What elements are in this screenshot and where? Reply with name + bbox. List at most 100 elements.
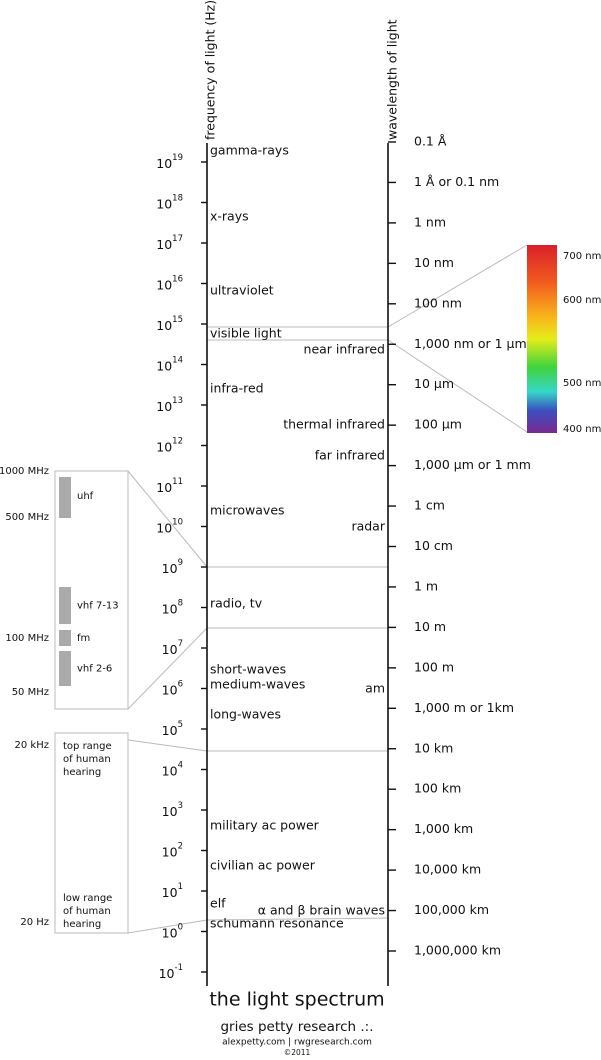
radio-band-label: fm xyxy=(77,633,90,644)
tick-exponent: 11 xyxy=(172,477,183,487)
wavelength-tick-label: 1,000 m or 1km xyxy=(414,700,514,715)
tick-base: 10 xyxy=(162,561,178,576)
frequency-band-label: elf xyxy=(210,896,226,911)
radio-frequency-label: 100 MHz xyxy=(5,633,49,644)
frequency-band-label: microwaves xyxy=(210,503,285,518)
frequency-tick-label: 1011 xyxy=(156,477,183,495)
frequency-band-label: military ac power xyxy=(210,818,320,833)
frequency-band-label: short-waves xyxy=(210,662,286,677)
wavelength-tick-label: 100 m xyxy=(414,659,454,674)
tick-base: 10 xyxy=(162,844,178,859)
frequency-band-label: schumann resonance xyxy=(210,916,344,931)
wavelength-axis-title: wavelength of light xyxy=(385,19,400,140)
wavelength-tick-label: 100 km xyxy=(414,781,461,796)
frequency-tick-label: 1013 xyxy=(156,396,183,414)
footer-byline: gries petty research .:. xyxy=(220,1019,373,1035)
wavelength-band-label: far infrared xyxy=(315,448,385,463)
tick-base: 10 xyxy=(162,723,178,738)
frequency-band-label: gamma-rays xyxy=(210,143,289,158)
tick-base: 10 xyxy=(156,358,172,373)
frequency-band-label: infra-red xyxy=(210,381,264,396)
tick-exponent: 9 xyxy=(178,558,183,568)
hearing-frequency-label: 20 kHz xyxy=(15,740,49,751)
tick-base: 10 xyxy=(156,480,172,495)
wavelength-tick-label: 10,000 km xyxy=(414,862,481,877)
frequency-axis-title: frequency of light (Hz) xyxy=(203,0,218,140)
wavelength-tick-label: 100 µm xyxy=(414,417,462,432)
wavelength-tick-label: 1 Å or 0.1 nm xyxy=(414,174,499,189)
hearing-note: low range xyxy=(63,893,112,904)
wavelength-tick-label: 100 nm xyxy=(414,295,462,310)
wavelength-band-label: radar xyxy=(351,519,385,534)
wavelength-band-label: am xyxy=(365,681,385,696)
radio-band-bar xyxy=(59,651,71,686)
radio-band-label: vhf 7-13 xyxy=(77,601,119,612)
tick-base: 10 xyxy=(156,520,172,535)
tick-exponent: 14 xyxy=(172,355,183,365)
tick-base: 10 xyxy=(162,925,178,940)
wavelength-tick-label: 1,000 nm or 1 µm xyxy=(414,336,527,351)
frequency-tick-label: 106 xyxy=(162,679,183,697)
wavelength-tick-label: 1 m xyxy=(414,578,438,593)
wavelength-tick-label: 10 cm xyxy=(414,538,453,553)
footer-copyright: ©2011 xyxy=(284,1048,311,1057)
radio-band-bar xyxy=(59,587,71,624)
frequency-tick-label: 1010 xyxy=(156,517,183,535)
frequency-tick-label: 1019 xyxy=(156,153,183,171)
tick-exponent: 7 xyxy=(178,639,183,649)
hearing-note: of human xyxy=(63,906,111,917)
hearing-frequency-label: 20 Hz xyxy=(20,917,49,928)
wavelength-tick-label: 10 nm xyxy=(414,255,454,270)
radio-frequency-label: 50 MHz xyxy=(12,687,49,698)
wavelength-tick-label: 1,000 km xyxy=(414,821,473,836)
radio-band-label: uhf xyxy=(77,491,94,502)
tick-exponent: 17 xyxy=(172,234,183,244)
tick-base: 10 xyxy=(156,277,172,292)
tick-exponent: 0 xyxy=(178,922,183,932)
tick-exponent: 12 xyxy=(172,436,183,446)
wavelength-tick-label: 1 nm xyxy=(414,214,446,229)
wavelength-band-label: near infrared xyxy=(304,342,385,357)
frequency-tick-label: 1012 xyxy=(156,436,183,454)
frequency-tick-label: 100 xyxy=(162,922,183,940)
tick-base: 10 xyxy=(162,682,178,697)
frequency-tick-label: 108 xyxy=(162,598,183,616)
tick-base: 10 xyxy=(159,966,175,981)
wavelength-tick-label: 100,000 km xyxy=(414,902,489,917)
tick-exponent: 15 xyxy=(172,315,183,325)
frequency-tick-label: 1018 xyxy=(156,193,183,211)
tick-exponent: 4 xyxy=(178,760,183,770)
hearing-note: top range xyxy=(63,741,112,752)
wavelength-tick-label: 0.1 Å xyxy=(414,134,447,149)
wavelength-tick-label: 10 µm xyxy=(414,376,454,391)
frequency-band-label: civilian ac power xyxy=(210,858,316,873)
hearing-note: hearing xyxy=(63,767,101,778)
wavelength-tick-label: 10 km xyxy=(414,740,453,755)
tick-base: 10 xyxy=(156,237,172,252)
radio-frequency-label: 1000 MHz xyxy=(0,466,49,477)
frequency-tick-label: 109 xyxy=(162,558,183,576)
frequency-band-label: ultraviolet xyxy=(210,283,274,298)
spectrum-label: 400 nm xyxy=(563,424,601,435)
frequency-tick-label: 1016 xyxy=(156,274,183,292)
radio-band-bar xyxy=(59,630,71,646)
tick-exponent: 19 xyxy=(172,153,183,163)
wavelength-tick-label: 1,000,000 km xyxy=(414,943,501,958)
frequency-band-label: radio, tv xyxy=(210,596,263,611)
hearing-note: hearing xyxy=(63,919,101,930)
frequency-tick-label: 1014 xyxy=(156,355,183,373)
tick-exponent: 10 xyxy=(172,517,183,527)
frequency-tick-label: 10-1 xyxy=(159,963,183,981)
frequency-band-label: x-rays xyxy=(210,209,249,224)
frequency-tick-label: 104 xyxy=(162,760,183,778)
tick-exponent: -1 xyxy=(175,963,183,973)
tick-exponent: 13 xyxy=(172,396,183,406)
spectrum-label: 500 nm xyxy=(563,378,601,389)
frequency-band-label: long-waves xyxy=(210,707,281,722)
frequency-tick-label: 102 xyxy=(162,841,183,859)
tick-base: 10 xyxy=(156,399,172,414)
wavelength-tick-label: 1 cm xyxy=(414,498,445,513)
radio-frequency-label: 500 MHz xyxy=(5,512,49,523)
tick-exponent: 6 xyxy=(178,679,183,689)
tick-exponent: 1 xyxy=(178,882,183,892)
